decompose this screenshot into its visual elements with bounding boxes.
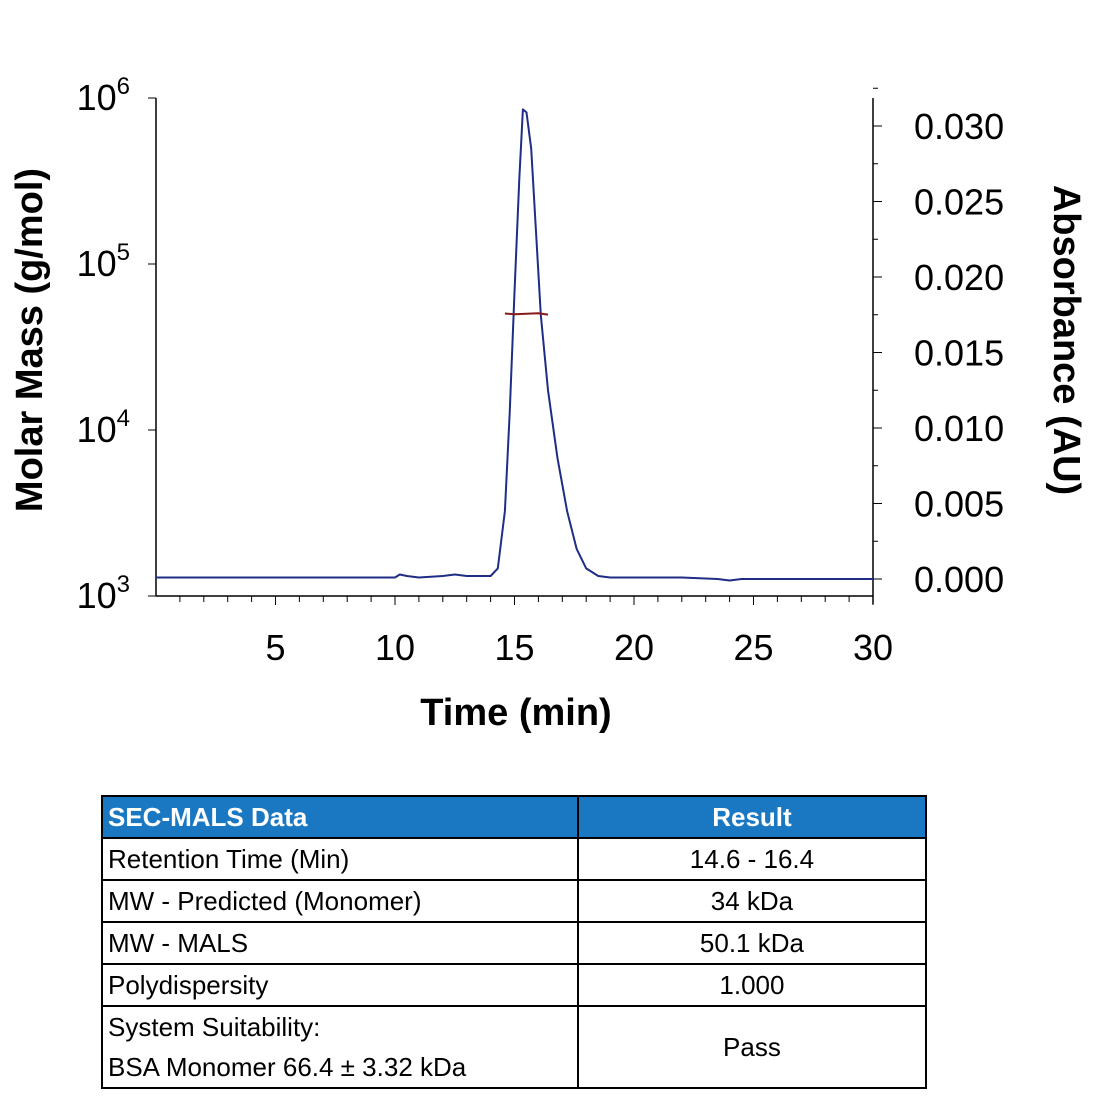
table-row: System Suitability: BSA Monomer 66.4 ± 3… xyxy=(101,1005,928,1089)
header-sec-mals-data: SEC-MALS Data xyxy=(101,795,579,839)
sec-mals-results-table: SEC-MALS Data Result Retention Time (Min… xyxy=(101,795,928,1089)
header-result: Result xyxy=(576,795,928,839)
x-axis-title: Time (min) xyxy=(420,692,611,734)
row-label-polydispersity: Polydispersity xyxy=(101,963,579,1007)
x-tick-label: 30 xyxy=(853,627,893,668)
system-suitability-line2: BSA Monomer 66.4 ± 3.32 kDa xyxy=(108,1052,467,1082)
x-tick-label: 5 xyxy=(265,627,285,668)
row-value-polydispersity: 1.000 xyxy=(576,963,928,1007)
absorbance-series-line xyxy=(156,108,873,582)
system-suitability-line1: System Suitability: xyxy=(108,1012,321,1042)
chart-tick-labels: 5 10 15 20 25 30 103 104 105 106 0.000 0.005 0.010 0.… xyxy=(77,73,1005,668)
row-value-mw-mals: 50.1 kDa xyxy=(576,921,928,965)
left-y-axis-title: Molar Mass (g/mol) xyxy=(9,168,51,512)
right-y-tick-label: 0.030 xyxy=(914,106,1004,147)
left-y-tick-label: 105 xyxy=(77,239,130,284)
x-tick-label: 15 xyxy=(494,627,534,668)
chart-axes xyxy=(155,98,874,604)
left-y-tick-label: 104 xyxy=(77,405,130,450)
row-label-retention-time: Retention Time (Min) xyxy=(101,837,579,881)
row-value-system-suitability: Pass xyxy=(576,1005,928,1089)
table-row: MW - Predicted (Monomer) 34 kDa xyxy=(101,879,928,923)
x-tick-label: 25 xyxy=(733,627,773,668)
x-tick-label: 10 xyxy=(375,627,415,668)
x-tick-label: 20 xyxy=(614,627,654,668)
row-value-retention-time: 14.6 - 16.4 xyxy=(576,837,928,881)
chart-ticks xyxy=(148,87,882,605)
right-y-tick-label: 0.010 xyxy=(914,408,1004,449)
left-y-tick-label: 106 xyxy=(77,73,130,118)
row-label-mw-predicted: MW - Predicted (Monomer) xyxy=(101,879,579,923)
chart-series xyxy=(156,108,873,582)
right-y-tick-label: 0.020 xyxy=(914,257,1004,298)
left-y-tick-label: 103 xyxy=(77,571,130,616)
row-label-system-suitability: System Suitability: BSA Monomer 66.4 ± 3… xyxy=(101,1005,579,1089)
table-row: MW - MALS 50.1 kDa xyxy=(101,921,928,965)
molar-mass-series-line xyxy=(504,312,549,316)
right-y-tick-label: 0.015 xyxy=(914,333,1004,374)
row-label-mw-mals: MW - MALS xyxy=(101,921,579,965)
table-row: Retention Time (Min) 14.6 - 16.4 xyxy=(101,837,928,881)
right-y-axis-title: Absorbance (AU) xyxy=(1045,185,1087,495)
right-y-tick-label: 0.025 xyxy=(914,182,1004,223)
table-row: Polydispersity 1.000 xyxy=(101,963,928,1007)
right-y-tick-label: 0.000 xyxy=(914,559,1004,600)
table-header-row: SEC-MALS Data Result xyxy=(101,795,928,839)
sec-mals-chart: 5 10 15 20 25 30 103 104 105 106 0.000 0.005 0.010 0.… xyxy=(9,73,1087,734)
row-value-mw-predicted: 34 kDa xyxy=(576,879,928,923)
right-y-tick-label: 0.005 xyxy=(914,484,1004,525)
